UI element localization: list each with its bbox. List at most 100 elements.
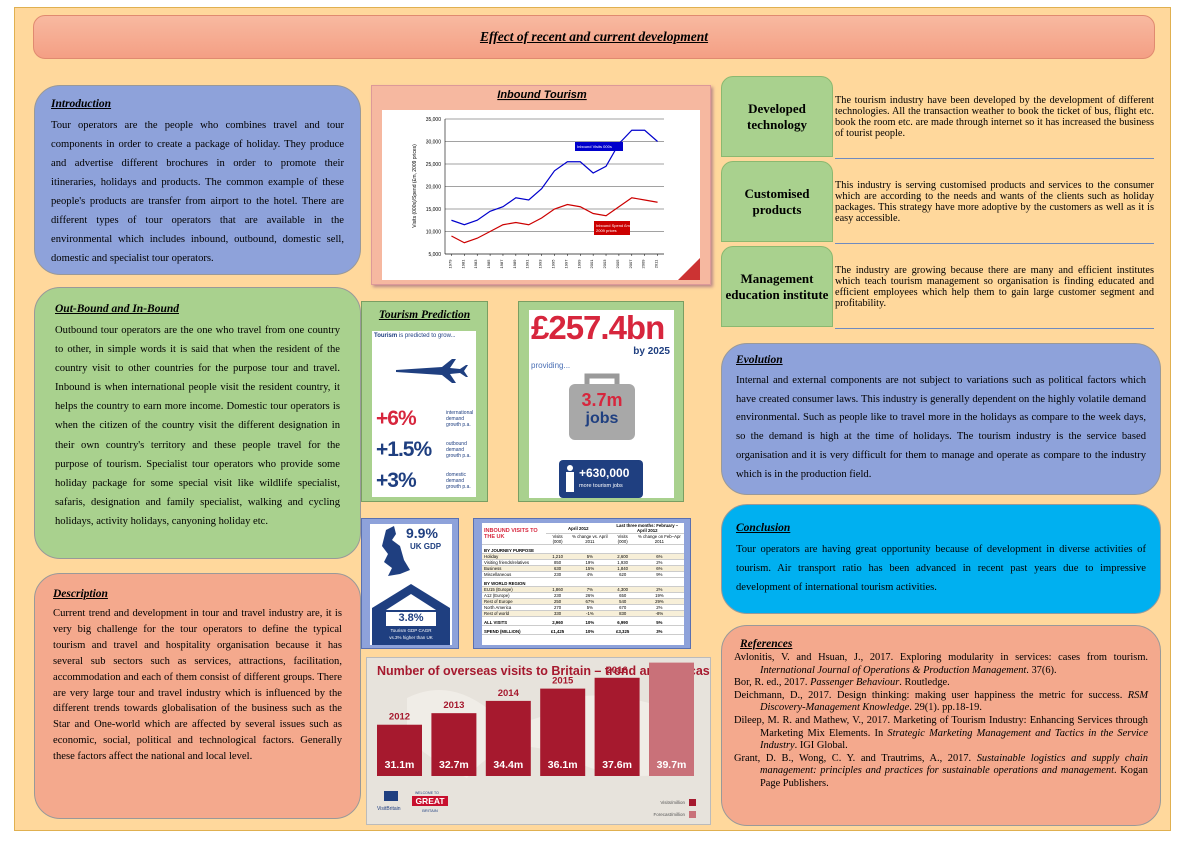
table-cell: 5% bbox=[569, 553, 611, 560]
gdp-panel: 9.9% UK GDP 3.8% Tourism GDP CAGR vs.3% … bbox=[370, 524, 452, 645]
economy-frame: £257.4bn by 2025 providing... 3.7m jobs … bbox=[518, 301, 684, 502]
bar bbox=[377, 724, 422, 776]
y-tick-label: 10,000 bbox=[426, 230, 442, 236]
x-tick-label: 1983 bbox=[473, 259, 478, 269]
development-label: Developed technology bbox=[721, 76, 833, 157]
visits-table-panel: INBOUND VISITS TO THE UK April 2012 Last t… bbox=[482, 523, 684, 645]
logo-text: GREAT bbox=[415, 796, 445, 806]
conclusion-heading: Conclusion bbox=[736, 522, 791, 534]
bar bbox=[485, 700, 531, 776]
prediction-intro-text: is predicted to grow... bbox=[398, 333, 456, 339]
table-section: BY JOURNEY PURPOSE bbox=[482, 544, 684, 554]
reference: Dileep, M. R. and Mathew, V., 2017. Mark… bbox=[734, 715, 1148, 753]
category-label: 2017 bbox=[661, 658, 682, 661]
prediction-intro: Tourism is predicted to grow... bbox=[374, 333, 474, 339]
table-cell: 1,840 bbox=[610, 565, 635, 572]
table-row: Holiday 1,210 5% 2,600 6% bbox=[482, 553, 684, 560]
development-label: Management education institute bbox=[721, 246, 833, 327]
table-cell: Business bbox=[482, 565, 546, 572]
references-heading: References bbox=[740, 638, 793, 650]
x-tick-label: 2009 bbox=[641, 259, 646, 269]
y-tick-label: 15,000 bbox=[426, 207, 442, 213]
suitcase bbox=[569, 373, 635, 440]
x-tick-label: 1981 bbox=[460, 259, 465, 269]
y-axis-label: Visits (000s)/Spend (£m, 2009 prices) bbox=[412, 144, 418, 228]
outbound-heading: Out-Bound and In-Bound bbox=[55, 303, 179, 315]
series-label-box bbox=[575, 142, 623, 151]
reference-part: . IGI Global. bbox=[794, 740, 848, 752]
table-period: Last three months: February – April 2012 bbox=[610, 523, 684, 534]
suitcase-handle bbox=[584, 373, 620, 384]
logo-text: WELCOME TO bbox=[415, 791, 439, 795]
x-tick-label: 2001 bbox=[589, 259, 594, 269]
x-tick-label: 1997 bbox=[563, 259, 568, 269]
series-label-box bbox=[594, 221, 630, 235]
logo-text: VisitBritain bbox=[377, 806, 401, 812]
prediction-label: international demand growth p.a. bbox=[446, 409, 474, 428]
table-cell: A12 (Europe) bbox=[482, 592, 546, 599]
house-window bbox=[386, 612, 436, 626]
development-label: Customised products bbox=[721, 161, 833, 242]
category-label: 2016 bbox=[607, 665, 628, 676]
plane bbox=[396, 359, 468, 383]
y-tick-label: 30,000 bbox=[426, 140, 442, 146]
reference-part: Deichmann, D., 2017. Design thinking: ma… bbox=[734, 689, 1128, 701]
category-label: 2015 bbox=[552, 676, 574, 687]
visits-chart-frame: Number of overseas visits to Britain – t… bbox=[366, 657, 711, 825]
table-cell: 1,860 bbox=[546, 586, 570, 593]
table-cell: 15% bbox=[569, 565, 611, 572]
reference: Deichmann, D., 2017. Design thinking: ma… bbox=[734, 690, 1148, 715]
y-tick-label: 5,000 bbox=[428, 252, 441, 258]
category-label: 2013 bbox=[443, 700, 464, 711]
flag-icon bbox=[384, 791, 398, 801]
reference-part: . 37(6). bbox=[1026, 664, 1057, 676]
plane-icon bbox=[396, 359, 468, 383]
table-cell: EU15 (Europe) bbox=[482, 586, 546, 593]
bar bbox=[594, 677, 640, 776]
x-tick-label: 2007 bbox=[628, 259, 633, 269]
table-cell: Rest of Europe bbox=[482, 598, 546, 605]
reference-part: . Kogan Page Publishers. bbox=[760, 765, 1148, 789]
x-tick-label: 1995 bbox=[551, 259, 556, 269]
house-roof bbox=[386, 594, 436, 610]
table-cell: 230 bbox=[546, 571, 570, 578]
table-cell: 230 bbox=[546, 592, 570, 599]
table-cell: 830 bbox=[610, 610, 635, 617]
table-period: April 2012 bbox=[546, 523, 611, 534]
reference: Avlonitis, V. and Hsuan, J., 2017. Explo… bbox=[734, 652, 1148, 677]
table-cell: 650 bbox=[610, 592, 635, 599]
x-tick-label: 1989 bbox=[512, 259, 517, 269]
introduction-text: Tour operators are the people who combin… bbox=[51, 120, 344, 264]
table-cell: 6% bbox=[634, 553, 684, 560]
gdp-frame: 9.9% UK GDP 3.8% Tourism GDP CAGR vs.3% … bbox=[361, 518, 459, 649]
series-line bbox=[451, 129, 658, 226]
person-icon bbox=[566, 465, 574, 492]
reference: Grant, D. B., Wong, C. Y. and Trautrims,… bbox=[734, 753, 1148, 791]
prediction-items: +6% international demand growth p.a. +1.5%… bbox=[376, 403, 476, 496]
x-tick-label: 2003 bbox=[602, 259, 607, 269]
title-bar: Effect of recent and current development bbox=[33, 15, 1155, 59]
legend-label: Visits/million bbox=[660, 800, 685, 805]
table-cell: 19% bbox=[569, 559, 611, 566]
bar-value-label: 36.1m bbox=[548, 759, 578, 771]
table-cell: 10% bbox=[569, 616, 611, 626]
poster: Effect of recent and current development… bbox=[14, 7, 1171, 831]
x-tick-label: 1979 bbox=[447, 259, 452, 269]
more-jobs-value: +630,000 bbox=[579, 466, 630, 480]
uk-map bbox=[382, 526, 410, 576]
prediction-row: +6% international demand growth p.a. bbox=[376, 403, 476, 434]
economy-year: by 2025 bbox=[633, 346, 670, 357]
prediction-value: +6% bbox=[376, 406, 417, 430]
prediction-intro-strong: Tourism bbox=[374, 333, 398, 339]
reference-part: International Journal of Operations & Pr… bbox=[760, 664, 1027, 676]
legend-swatch bbox=[689, 811, 696, 818]
development-text: This industry is serving customised prod… bbox=[835, 161, 1154, 244]
references-list: Avlonitis, V. and Hsuan, J., 2017. Explo… bbox=[734, 652, 1148, 791]
reference-part: Passenger Behaviour bbox=[810, 677, 900, 689]
reference-part: Strategic Marketing Management and Tacti… bbox=[760, 727, 1148, 752]
table-cell: 2% bbox=[634, 586, 684, 593]
conclusion-box: Conclusion Tour operators are having gre… bbox=[721, 504, 1161, 614]
table-cell: North America bbox=[482, 604, 546, 611]
reference-part: Avlonitis, V. and Hsuan, J., 2017. Explo… bbox=[734, 652, 1148, 663]
table-cell: 2,600 bbox=[610, 553, 635, 560]
